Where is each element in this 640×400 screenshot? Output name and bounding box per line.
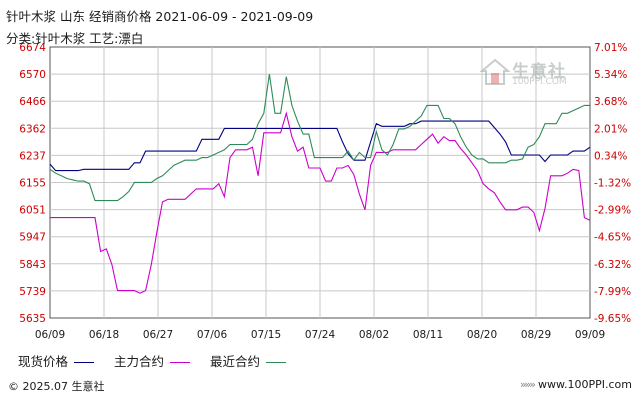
arrows-icon: »»»: [519, 378, 536, 391]
x-tick-label: 08/29: [521, 329, 551, 341]
y2-tick-label: -6.32%: [594, 259, 631, 271]
footer-site: »»» www.100PPI.com: [520, 378, 632, 391]
chart-subtitle: 分类:针叶木浆 工艺:漂白: [6, 31, 144, 46]
x-tick-label: 07/24: [305, 329, 336, 341]
y2-tick-label: -1.32%: [594, 178, 631, 190]
x-tick-label: 06/18: [89, 329, 119, 341]
y-tick-label: 5739: [19, 286, 46, 298]
legend-swatch-main: [170, 362, 191, 363]
y-tick-label: 6237: [19, 150, 46, 162]
legend-item-recent: 最近合约: [210, 351, 292, 370]
y-tick-label: 6466: [19, 96, 46, 108]
y-tick-label: 5947: [19, 232, 46, 244]
house-icon: [479, 58, 511, 85]
y2-tick-label: -2.99%: [594, 205, 631, 217]
y-tick-label: 6362: [19, 123, 46, 135]
x-tick-label: 08/20: [467, 329, 497, 341]
y-tick-label: 6674: [19, 42, 46, 54]
copyright: © 2025.07 生意社: [8, 380, 105, 393]
y-tick-label: 5635: [19, 313, 46, 325]
legend-item-spot: 现货价格: [18, 351, 100, 370]
x-tick-label: 07/15: [251, 329, 281, 341]
y2-tick-label: -7.99%: [594, 286, 631, 298]
y-tick-label: 5843: [19, 259, 46, 271]
legend-label-recent: 最近合约: [210, 354, 261, 369]
x-tick-label: 06/27: [143, 329, 173, 341]
x-tick-label: 06/09: [35, 329, 65, 341]
legend-swatch-recent: [266, 362, 287, 363]
watermark-logo: 生意社 100PPI.COM: [479, 57, 575, 93]
y2-tick-label: -9.65%: [594, 313, 631, 325]
y2-tick-label: 7.01%: [594, 42, 627, 54]
y2-tick-label: 2.01%: [594, 123, 627, 135]
x-tick-label: 09/09: [575, 329, 605, 341]
x-tick-label: 07/06: [197, 329, 228, 341]
y2-tick-label: 5.34%: [594, 69, 627, 81]
y2-tick-label: 0.34%: [594, 150, 627, 162]
x-tick-label: 08/11: [413, 329, 443, 341]
y-tick-label: 6570: [19, 69, 46, 81]
y-tick-label: 6051: [19, 205, 46, 217]
y2-tick-label: 3.68%: [594, 96, 627, 108]
legend-swatch-spot: [74, 362, 95, 363]
chart-title: 针叶木浆 山东 经销商价格 2021-06-09 - 2021-09-09: [6, 9, 314, 24]
y2-tick-label: -4.65%: [594, 232, 631, 244]
series-line-main: [50, 111, 591, 294]
watermark-cn: 生意社: [512, 62, 566, 82]
watermark-en: 100PPI.COM: [512, 77, 567, 87]
y-tick-label: 6155: [19, 178, 46, 190]
site-link[interactable]: www.100PPI.com: [538, 378, 632, 391]
x-tick-label: 08/02: [359, 329, 389, 341]
legend-item-main: 主力合约: [114, 351, 196, 370]
legend-label-spot: 现货价格: [18, 354, 69, 369]
legend-label-main: 主力合约: [114, 354, 165, 369]
series-line-recent: [49, 74, 590, 202]
legend: 现货价格 主力合约 最近合约: [18, 351, 302, 370]
series-line-spot: [49, 120, 591, 172]
